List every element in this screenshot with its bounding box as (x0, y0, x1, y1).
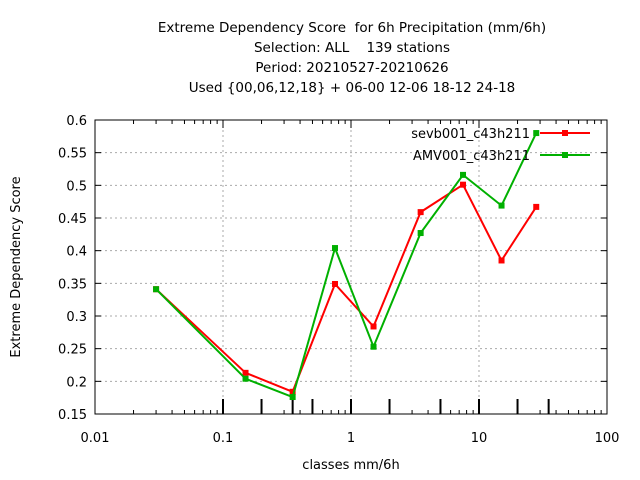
y-tick-label: 0.15 (58, 408, 87, 423)
title-line-1: Extreme Dependency Score for 6h Precipit… (157, 20, 547, 36)
data-point (289, 394, 296, 401)
data-point (332, 245, 339, 252)
y-tick-label: 0.6 (66, 114, 87, 129)
y-tick-label: 0.4 (66, 245, 87, 260)
legend-marker (562, 130, 568, 136)
legend-label: sevb001_c43h211 (411, 127, 530, 142)
y-tick-label: 0.35 (58, 277, 87, 292)
data-point (242, 369, 249, 376)
legend-label: AMV001_c43h211 (413, 149, 530, 164)
series-group (153, 130, 540, 401)
data-point (498, 257, 505, 264)
y-tick-label: 0.5 (66, 179, 87, 194)
legend-marker (562, 152, 568, 158)
y-axis-label: Extreme Dependency Score (9, 176, 24, 357)
data-point (460, 171, 467, 178)
axis-ticks: 0.15 0.2 0.25 0.3 0.35 0.4 0.45 0.5 0.55 0.6 0.01 0… (58, 114, 619, 446)
data-point (289, 388, 296, 395)
y-tick-label: 0.25 (58, 343, 87, 358)
data-point (242, 375, 249, 382)
x-tick-label: 100 (595, 431, 620, 446)
data-point (370, 323, 377, 330)
class-markers (222, 399, 550, 414)
grid-lines (95, 120, 607, 414)
x-tick-label: 1 (347, 431, 355, 446)
data-point (332, 280, 339, 287)
y-tick-label: 0.45 (58, 212, 87, 227)
x-tick-label: 10 (471, 431, 488, 446)
title-line-4: Used {00,06,12,18} + 06-00 12-06 18-12 2… (188, 80, 516, 96)
data-point (370, 343, 377, 350)
x-tick-label: 0.01 (81, 431, 110, 446)
legend: sevb001_c43h211 AMV001_c43h211 (411, 127, 590, 164)
x-axis-label: classes mm/6h (302, 458, 399, 473)
data-point (498, 202, 505, 209)
title-line-2: Selection: ALL 139 stations (253, 40, 451, 56)
data-point (533, 203, 540, 210)
data-point (533, 130, 540, 137)
chart-title: Extreme Dependency Score for 6h Precipit… (0, 18, 640, 98)
data-point (417, 230, 424, 237)
y-tick-label: 0.3 (66, 310, 87, 325)
data-point (153, 286, 160, 293)
data-point (460, 181, 467, 188)
y-tick-label: 0.55 (58, 147, 87, 162)
y-tick-label: 0.2 (66, 375, 87, 390)
title-line-3: Period: 20210527-20210626 (255, 60, 449, 76)
data-point (417, 209, 424, 216)
x-tick-label: 0.1 (213, 431, 234, 446)
